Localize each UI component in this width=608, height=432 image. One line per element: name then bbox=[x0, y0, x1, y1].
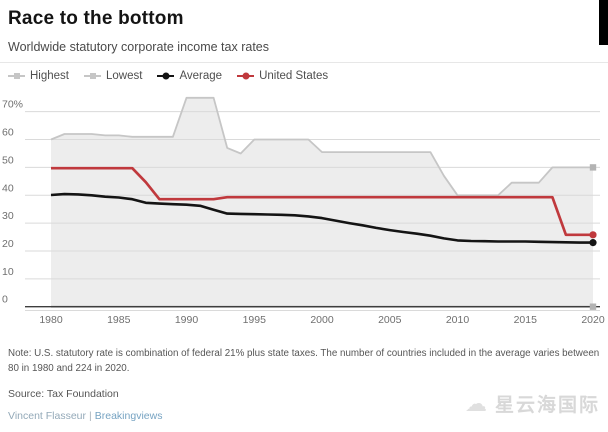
united-states-end-marker bbox=[589, 231, 597, 239]
chart-legend: Highest Lowest Average United States bbox=[8, 70, 328, 82]
y-axis-label: 0 bbox=[2, 294, 8, 306]
corner-strip bbox=[599, 0, 608, 45]
united-states-line bbox=[51, 166, 593, 237]
x-axis-label: 1985 bbox=[107, 314, 131, 326]
y-axis-label: 20 bbox=[2, 238, 14, 250]
legend-label: Lowest bbox=[106, 70, 143, 82]
y-axis-label: 40 bbox=[2, 182, 14, 194]
legend-label: Highest bbox=[30, 70, 69, 82]
highest-end-marker bbox=[589, 164, 597, 171]
average-line bbox=[50, 192, 593, 244]
x-axis-label: 1990 bbox=[175, 314, 199, 326]
y-axis-label: 70% bbox=[2, 99, 23, 111]
header-divider bbox=[0, 62, 608, 63]
credit-line: Vincent Flasseur | Breakingviews bbox=[8, 410, 162, 422]
page-title: Race to the bottom bbox=[8, 8, 184, 29]
legend-item-highest: Highest bbox=[8, 70, 69, 82]
credit-separator: | bbox=[89, 410, 92, 422]
source-text: Source: Tax Foundation bbox=[8, 388, 119, 400]
legend-label: United States bbox=[259, 70, 329, 82]
highest-line bbox=[50, 96, 593, 197]
legend-item-average: Average bbox=[157, 70, 222, 82]
average-end-marker bbox=[589, 239, 597, 247]
highest-lowest-band bbox=[51, 97, 593, 307]
credit-author-link[interactable]: Vincent Flasseur bbox=[8, 410, 87, 422]
x-axis-label: 2005 bbox=[378, 314, 402, 326]
lowest-legend-marker-icon bbox=[84, 73, 101, 79]
cloud-logo-icon: ☁ bbox=[464, 390, 489, 416]
credit-brand-link[interactable]: Breakingviews bbox=[94, 410, 163, 422]
x-axis-label: 2015 bbox=[514, 314, 538, 326]
y-axis-label: 50 bbox=[2, 154, 14, 166]
united-states-legend-marker-icon bbox=[237, 72, 255, 80]
x-axis-label: 2000 bbox=[310, 314, 334, 326]
lowest-end-marker bbox=[589, 303, 597, 310]
y-axis-label: 30 bbox=[2, 210, 14, 222]
x-axis-label: 2020 bbox=[581, 314, 605, 326]
legend-item-lowest: Lowest bbox=[84, 70, 142, 82]
x-axis-label: 1995 bbox=[243, 314, 267, 326]
legend-label: Average bbox=[179, 70, 223, 82]
y-axis-label: 60 bbox=[2, 127, 14, 139]
y-axis-label: 10 bbox=[2, 266, 14, 278]
watermark-text: 星云海国际 bbox=[494, 395, 600, 416]
chart-subtitle: Worldwide statutory corporate income tax… bbox=[8, 40, 269, 54]
highest-legend-marker-icon bbox=[8, 73, 25, 79]
x-axis-label: 2010 bbox=[446, 314, 470, 326]
average-legend-marker-icon bbox=[157, 72, 175, 80]
legend-item-united-states: United States bbox=[237, 70, 328, 82]
footnote-text: Note: U.S. statutory rate is combination… bbox=[8, 348, 600, 375]
watermark: ☁ 星云海国际 bbox=[465, 390, 600, 417]
x-axis-label: 1980 bbox=[39, 314, 63, 326]
